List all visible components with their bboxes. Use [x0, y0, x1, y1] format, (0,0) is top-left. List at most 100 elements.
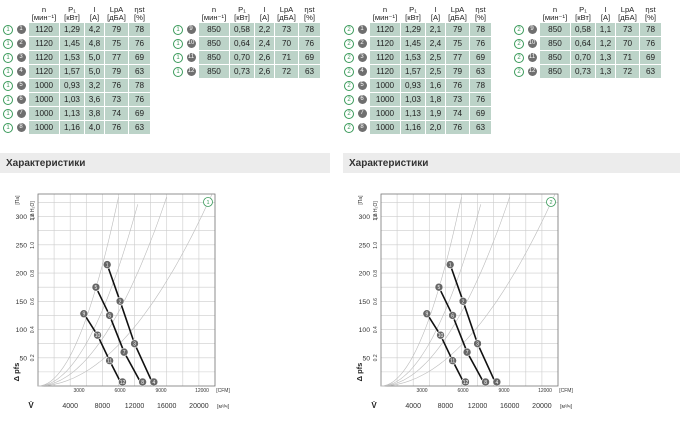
cell-eff: 78: [128, 22, 151, 37]
chart-marker-icon: 2: [344, 108, 354, 119]
header-spacer: [343, 4, 355, 23]
cell-eff: 69: [469, 50, 492, 65]
x-tick-cfm: 6000: [457, 388, 468, 394]
point-label-icon: 8: [16, 123, 26, 133]
cell-n: 1120: [28, 36, 60, 51]
table-row: 2 1 1120 1,29 2,1 79 78: [343, 22, 492, 37]
cell-eff: 63: [469, 120, 492, 135]
cell-i: 1,6: [425, 78, 446, 93]
y-tick-pa: 150: [359, 299, 371, 306]
data-point-label: 10: [95, 333, 101, 339]
cell-n: 1120: [369, 36, 401, 51]
header-lpa: LpA [дБA]: [448, 5, 467, 22]
row-marker-cell: 2: [343, 93, 355, 107]
row-marker-cell: 1: [2, 37, 14, 51]
data-point-label: 1: [106, 263, 109, 269]
data-point: [462, 347, 472, 357]
row-marker-cell: 2: [343, 51, 355, 65]
data-point: [445, 260, 455, 269]
cell-eff: 78: [128, 78, 151, 93]
header-n: n [мин⁻¹]: [201, 5, 227, 22]
data-point-label: 5: [438, 285, 441, 291]
table-row: 2 2 1120 1,45 2,4 75 76: [343, 36, 492, 51]
cell-i: 3,8: [84, 106, 105, 121]
chart-marker-icon: 2: [514, 38, 524, 49]
x-unit-cfm: [CFM]: [216, 388, 230, 394]
header-i: I [A]: [600, 5, 611, 22]
row-marker-cell: 2: [343, 23, 355, 37]
chart-marker-icon: 2: [344, 122, 354, 133]
system-curve: [380, 194, 556, 387]
cell-p1: 1,29: [59, 22, 85, 37]
y-tick-inwg: 0.6: [373, 298, 379, 305]
row-marker-cell: 2: [513, 37, 525, 51]
row-point-cell: 6: [355, 93, 370, 107]
system-curve: [37, 197, 119, 387]
data-point-label: 1: [449, 263, 452, 269]
cell-eff: 69: [298, 50, 321, 65]
row-marker-cell: 1: [2, 51, 14, 65]
chart-marker-icon: 1: [3, 38, 13, 49]
cell-i: 3,6: [84, 92, 105, 107]
chart-marker-icon: [546, 197, 556, 207]
cell-eff: 78: [639, 22, 662, 37]
cell-eff: 63: [128, 64, 151, 79]
row-point-cell: 11: [184, 51, 199, 65]
data-point: [130, 339, 139, 348]
point-label-icon: 1: [357, 25, 367, 35]
x-tick-cfm: 12000: [538, 388, 552, 394]
cell-i: 4,0: [84, 120, 105, 135]
chart-marker-icon: 2: [344, 94, 354, 105]
cell-p1: 0,70: [229, 50, 255, 65]
chart-marker-icon: 1: [173, 38, 183, 49]
cell-n: 1000: [369, 120, 401, 135]
y-axis-label: Δ pfs: [355, 363, 364, 382]
data-point: [102, 260, 112, 269]
chart-marker-icon: [203, 197, 213, 207]
y-tick-inwg: 0.2: [373, 354, 379, 361]
cell-i: 4,2: [84, 22, 105, 37]
row-point-cell: 12: [184, 65, 199, 79]
chart-2: 123456789101112250100150200250300[Па]0.2…: [355, 193, 573, 410]
table-row: 2 6 1000 1,03 1,8 73 76: [343, 92, 492, 107]
cell-p1: 1,03: [59, 92, 85, 107]
data-point: [461, 377, 470, 387]
cell-lpa: 74: [104, 106, 129, 121]
point-label-icon: 6: [357, 95, 367, 105]
system-curve: [380, 204, 482, 387]
row-point-cell: 5: [14, 79, 29, 93]
data-point-label: 9: [82, 312, 85, 318]
cell-p1: 0,64: [229, 36, 255, 51]
cell-eff: 78: [469, 78, 492, 93]
chart-marker-icon: 1: [3, 108, 13, 119]
cell-eff: 63: [298, 64, 321, 79]
point-label-icon: 12: [186, 67, 196, 77]
chart-marker-icon: 1: [3, 122, 13, 133]
row-marker-cell: 1: [2, 121, 14, 135]
y-tick-pa: 50: [19, 355, 27, 362]
cell-lpa: 71: [615, 50, 640, 65]
table-header-row: n [мин⁻¹] P₁ [кВт] I [A] LpA [дБA] ηst [%]: [513, 4, 662, 23]
row-marker-cell: 1: [2, 65, 14, 79]
data-point-label: 6: [451, 313, 454, 319]
data-point-label: 11: [107, 359, 112, 365]
data-point-label: 9: [425, 312, 428, 318]
chart-marker-icon: 1: [3, 80, 13, 91]
table-row: 2 10 850 0,64 1,2 70 76: [513, 36, 662, 51]
row-marker-cell: 1: [2, 23, 14, 37]
cell-i: 2,6: [254, 50, 275, 65]
header-i: I [A]: [430, 5, 441, 22]
y-unit-inwg: [in H₂O]: [30, 201, 36, 219]
table-row: 2 3 1120 1,53 2,5 77 69: [343, 50, 492, 65]
cell-n: 1000: [369, 106, 401, 121]
data-point: [458, 296, 468, 306]
cell-p1: 0,70: [570, 50, 596, 65]
data-point-label: 3: [133, 342, 136, 348]
row-point-cell: 7: [14, 107, 29, 121]
row-point-cell: 10: [184, 37, 199, 51]
chart-marker-label: 1: [206, 200, 209, 206]
chart-marker-icon: 2: [344, 52, 354, 63]
chart-marker-icon: 2: [514, 66, 524, 77]
data-point: [422, 309, 432, 319]
cell-n: 1000: [28, 78, 60, 93]
